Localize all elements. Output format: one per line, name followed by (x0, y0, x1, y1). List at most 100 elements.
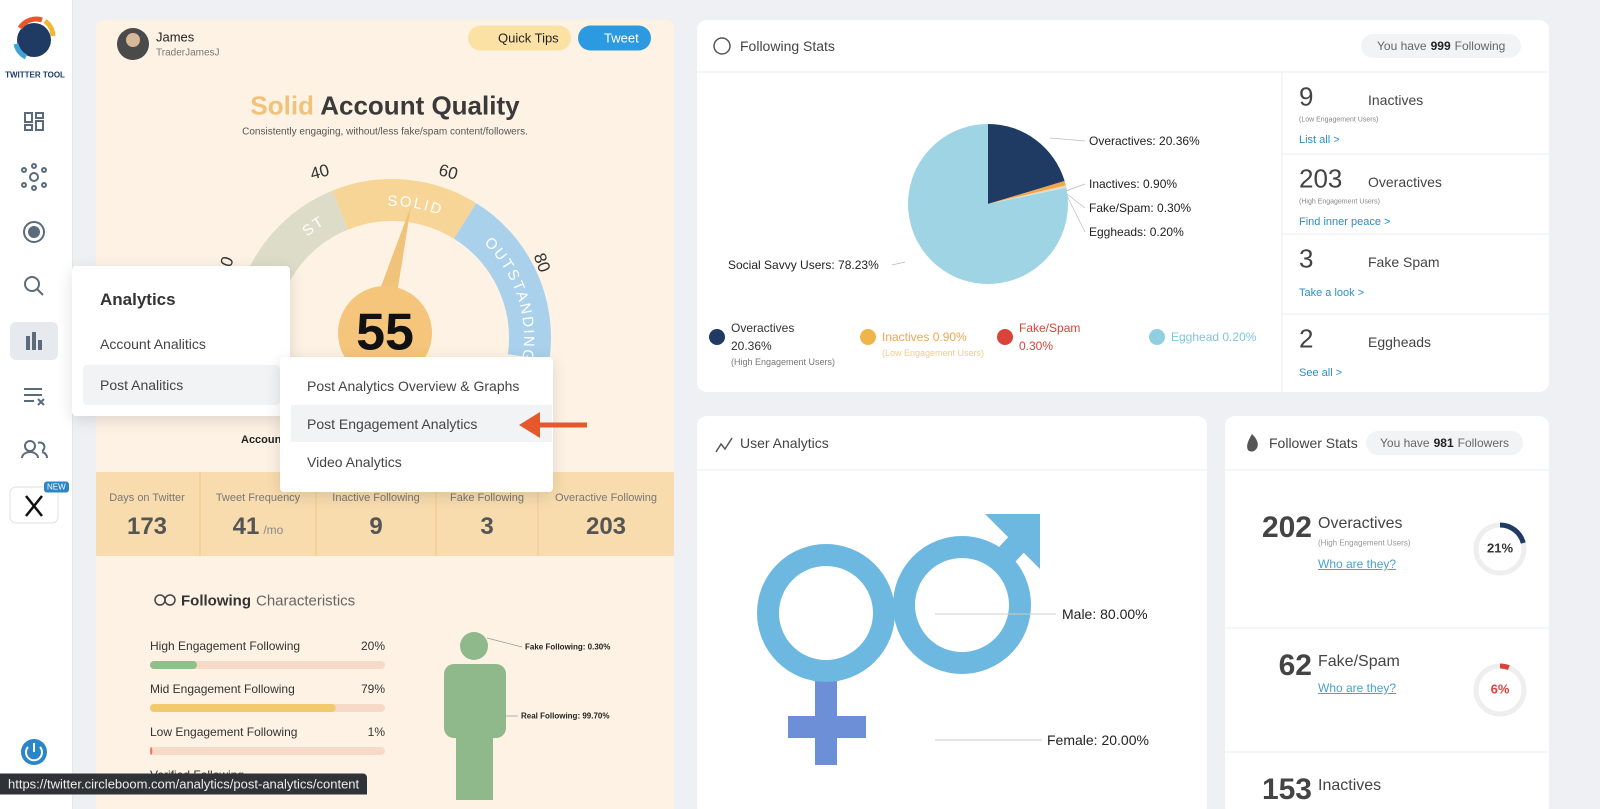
follower-label: Overactives (1318, 515, 1403, 532)
pie-label: Overactives: 20.36% (1089, 134, 1200, 148)
stat-number: 203 (585, 513, 627, 540)
count-pill: You have 999 Following (1361, 34, 1522, 58)
people-icon (164, 594, 176, 606)
pie-label: Eggheads: 0.20% (1089, 225, 1184, 239)
panel-title: User Analytics (740, 435, 829, 451)
gauge-band (332, 179, 477, 240)
pie-label: Inactives: 0.90% (1089, 177, 1178, 191)
donut-label: 21% (1487, 540, 1513, 555)
side-link[interactable]: Take a look > (1299, 287, 1365, 299)
pill-suffix: Following (1454, 39, 1506, 53)
follower-stats-panel (1225, 416, 1549, 809)
side-label: Overactives (1368, 174, 1442, 190)
quality-subtitle: Consistently engaging, without/less fake… (242, 126, 528, 138)
menu-title: Analytics (100, 290, 176, 309)
follower-link[interactable]: Who are they? (1318, 681, 1397, 695)
avatar-face (126, 33, 140, 47)
pill-count: 999 (1430, 39, 1451, 53)
quick-tips-button[interactable]: Quick Tips (468, 25, 571, 51)
submenu-item-label: Post Engagement Analytics (307, 416, 478, 432)
pill-count: 981 (1433, 436, 1454, 450)
quality-caption: Account (241, 434, 285, 446)
stat-value: 203 (586, 513, 626, 541)
brand-label: TWITTER TOOL (5, 70, 65, 80)
submenu-item[interactable]: Post Analytics Overview & Graphs (291, 367, 552, 404)
side-count: 3 (1299, 243, 1314, 274)
menu-item-label: Post Analitics (100, 377, 184, 393)
gauge-needle (376, 206, 411, 300)
bar-fill (150, 661, 197, 669)
legend-name: Egghead 0.20% (1171, 330, 1257, 344)
panel-title: Following Stats (740, 38, 835, 54)
panel-icon (715, 437, 733, 453)
menu-item[interactable]: Post Analitics (83, 365, 280, 405)
panel-icon (713, 37, 731, 55)
male-arrowhead (985, 514, 1040, 569)
side-label: Fake Spam (1368, 254, 1440, 270)
people-icon (154, 594, 166, 606)
user-handle: TraderJamesJ (156, 47, 220, 59)
analytics-menu: Analytics Account Analitics Post Analitics (72, 266, 290, 416)
pie-slice (988, 124, 1065, 204)
sidebar-icons (9, 16, 59, 765)
side-note: (Low Engagement Users) (1299, 116, 1379, 124)
follower-count: 153 (1261, 773, 1312, 806)
female-ring (757, 544, 895, 682)
bar-label: Low Engagement Following (150, 725, 298, 739)
bar-percent: 20% (360, 639, 385, 653)
donut-arc (1499, 663, 1510, 671)
count-pill: You have 981 Followers (1366, 431, 1523, 455)
donut-label: 6% (1491, 681, 1510, 696)
following-stats-panel (697, 20, 1549, 392)
figure-body (444, 664, 506, 738)
characteristics-title-rest: Characteristics (255, 592, 356, 610)
legend-value: 0.30% (1019, 339, 1054, 353)
stat-value: 9 (369, 513, 382, 541)
side-link[interactable]: List all > (1299, 134, 1340, 146)
follower-count: 202 (1261, 511, 1312, 544)
submenu-item-label: Video Analytics (307, 454, 402, 470)
follower-label: Fake/Spam (1318, 653, 1400, 670)
follower-note: (High Engagement Users) (1318, 538, 1411, 548)
donut-arc (1499, 522, 1526, 544)
male-ring (893, 536, 1031, 674)
legend-name: Overactives (731, 321, 795, 335)
menu-item[interactable]: Account Analitics (83, 324, 280, 364)
pie-slice (988, 186, 1067, 204)
figure-leader (486, 637, 523, 648)
legend-name: Inactives 0.90% (882, 330, 967, 344)
bar-track (150, 747, 385, 755)
gauge-label: 60 (437, 160, 460, 183)
pie-slice (908, 124, 1068, 284)
submenu-item[interactable]: Video Analytics (291, 443, 552, 480)
stat-number: 173 (126, 513, 168, 540)
menu-item-label: Account Analitics (100, 336, 206, 352)
bar-fill (150, 747, 153, 755)
figure-label: Real Following: 99.70% (521, 711, 610, 721)
legend-note: (Low Engagement Users) (882, 348, 985, 358)
score-circle (338, 286, 432, 380)
male-label: Male: 80.00% (1062, 606, 1148, 622)
side-link[interactable]: Find inner peace > (1299, 216, 1391, 228)
side-count: 2 (1299, 323, 1314, 354)
bar-percent: 79% (360, 682, 385, 696)
status-url: https://twitter.circleboom.com/analytics… (0, 773, 368, 795)
pill-prefix: You have (1377, 39, 1427, 53)
side-label: Inactives (1368, 92, 1424, 108)
stat-number: 41 (232, 513, 260, 540)
follower-link[interactable]: Who are they? (1318, 557, 1397, 571)
side-count: 203 (1299, 163, 1343, 194)
panel-title: Follower Stats (1269, 435, 1358, 451)
submenu-item-label: Post Analytics Overview & Graphs (307, 378, 520, 394)
pie-slice (988, 181, 1066, 204)
legend-icon (1149, 329, 1165, 345)
pie-leader (1065, 183, 1086, 192)
stat-number: 3 (480, 513, 494, 540)
gauge-band (453, 203, 551, 361)
submenu-item[interactable]: Post Engagement Analytics (291, 405, 552, 442)
side-link[interactable]: See all > (1299, 367, 1343, 379)
tweet-button[interactable]: Tweet (578, 25, 651, 51)
follower-count: 62 (1278, 649, 1312, 682)
figure-head (460, 632, 488, 660)
stat-label: Days on Twitter (109, 492, 185, 504)
